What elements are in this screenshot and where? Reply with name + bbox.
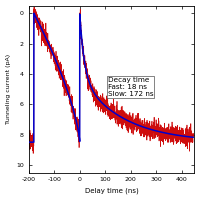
Y-axis label: Tunneling current (pA): Tunneling current (pA) — [6, 54, 11, 124]
Text: Decay time
Fast: 18 ns
Slow: 172 ns: Decay time Fast: 18 ns Slow: 172 ns — [108, 77, 153, 97]
X-axis label: Delay time (ns): Delay time (ns) — [85, 188, 138, 194]
